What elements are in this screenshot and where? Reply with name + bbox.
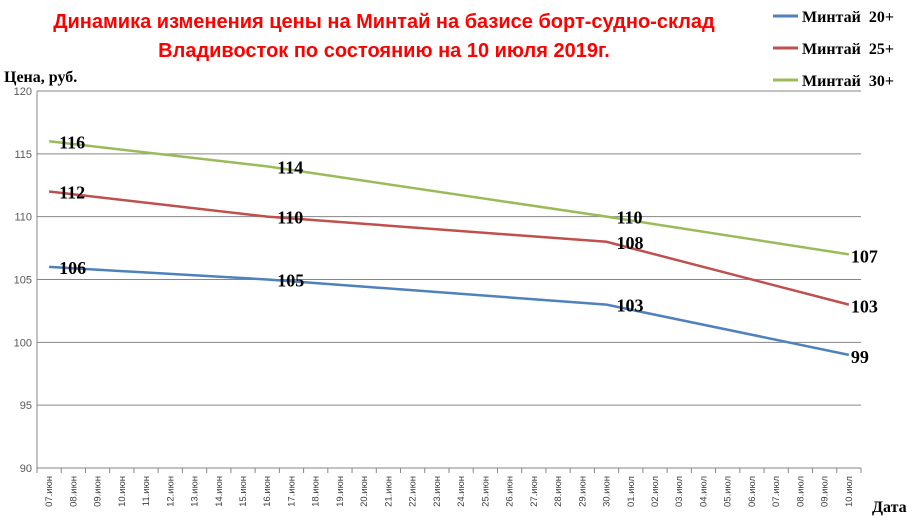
axes (36, 91, 862, 473)
series-line (49, 265, 850, 357)
legend: Минтай 20+ Минтай 25+ Минтай 30+ (773, 9, 894, 90)
series-line (48, 190, 850, 306)
legend-entry: Минтай 25+ (802, 41, 894, 58)
legend-entry: Минтай 30+ (802, 73, 894, 90)
x-tick-label: 01.июл (626, 476, 637, 507)
y-tick-label: 90 (20, 463, 32, 475)
x-tick-label: 07.июл (771, 476, 782, 507)
data-label: 105 (277, 271, 304, 291)
x-tick-label: 21.июн (383, 476, 394, 507)
data-labels: 106 105 103 99 112 110 108 103 116 114 110 107 (59, 132, 878, 367)
series-line (48, 140, 850, 256)
x-tick-label: 12.июн (165, 476, 176, 507)
data-label: 108 (617, 233, 644, 253)
x-tick-label: 27.июн (529, 476, 540, 507)
x-tick-label: 24.июн (456, 476, 467, 507)
x-tick-label: 10.июн (117, 476, 128, 507)
x-tick-label: 28.июн (553, 476, 564, 507)
x-tick-label: 07.июн (44, 476, 55, 507)
x-tick-label: 26.июн (505, 476, 516, 507)
data-label: 110 (277, 208, 303, 228)
x-tick-label: 30.июн (602, 476, 613, 507)
x-tick-labels: 07.июн 08.июн 09.июн 10.июн 11.июн 12.июн 13.и… (44, 476, 855, 507)
data-label: 103 (617, 296, 644, 316)
x-tick-label: 06.июл (747, 476, 758, 507)
x-tick-label: 18.июн (311, 476, 322, 507)
data-label: 103 (851, 297, 878, 317)
y-tick-label: 105 (14, 275, 32, 287)
y-tick-label: 100 (14, 337, 32, 349)
x-tick-label: 22.июн (408, 476, 419, 507)
series-lines (48, 140, 850, 357)
data-label: 107 (851, 246, 878, 266)
y-tick-label: 120 (14, 86, 32, 98)
x-tick-label: 25.июн (480, 476, 491, 507)
x-axis-label: Дата (872, 499, 907, 516)
x-tick-label: 23.июн (432, 476, 443, 507)
x-tick-label: 16.июн (262, 476, 273, 507)
data-label: 112 (59, 183, 85, 203)
x-tick-label: 05.июл (723, 476, 734, 507)
x-tick-label: 10.июл (844, 476, 855, 507)
data-label: 106 (59, 258, 86, 278)
data-label: 110 (617, 208, 643, 228)
y-axis-label: Цена, руб. (4, 69, 77, 86)
x-tick-label: 19.июн (335, 476, 346, 507)
x-tick-label: 09.июл (820, 476, 831, 507)
x-tick-label: 02.июл (650, 476, 661, 507)
x-tick-label: 15.июн (238, 476, 249, 507)
y-tick-label: 115 (14, 149, 32, 161)
x-tick-label: 20.июн (359, 476, 370, 507)
y-tick-label: 95 (20, 400, 32, 412)
data-label: 99 (851, 347, 869, 367)
gridlines (37, 90, 861, 406)
x-tick-label: 08.июн (68, 476, 79, 507)
y-tick-label: 110 (14, 212, 32, 224)
chart-title-line-1: Динамика изменения цены на Минтай на баз… (53, 11, 715, 33)
x-tick-label: 04.июл (698, 476, 709, 507)
chart-title-line-2: Владивосток по состоянию на 10 июля 2019… (158, 40, 610, 62)
x-tick-label: 17.июн (286, 476, 297, 507)
x-tick-label: 29.июн (577, 476, 588, 507)
x-tick-label: 11.июн (141, 476, 152, 506)
data-label: 116 (59, 132, 85, 152)
x-tick-label: 14.июн (214, 476, 225, 507)
data-label: 114 (277, 157, 303, 177)
x-tick-label: 09.июн (93, 476, 104, 507)
x-tick-label: 03.июл (674, 476, 685, 507)
x-tick-label: 13.июн (190, 476, 201, 507)
legend-entry: Минтай 20+ (802, 9, 894, 26)
x-tick-label: 08.июл (795, 476, 806, 507)
y-tick-labels: 90 95 100 105 110 115 120 (14, 86, 32, 475)
